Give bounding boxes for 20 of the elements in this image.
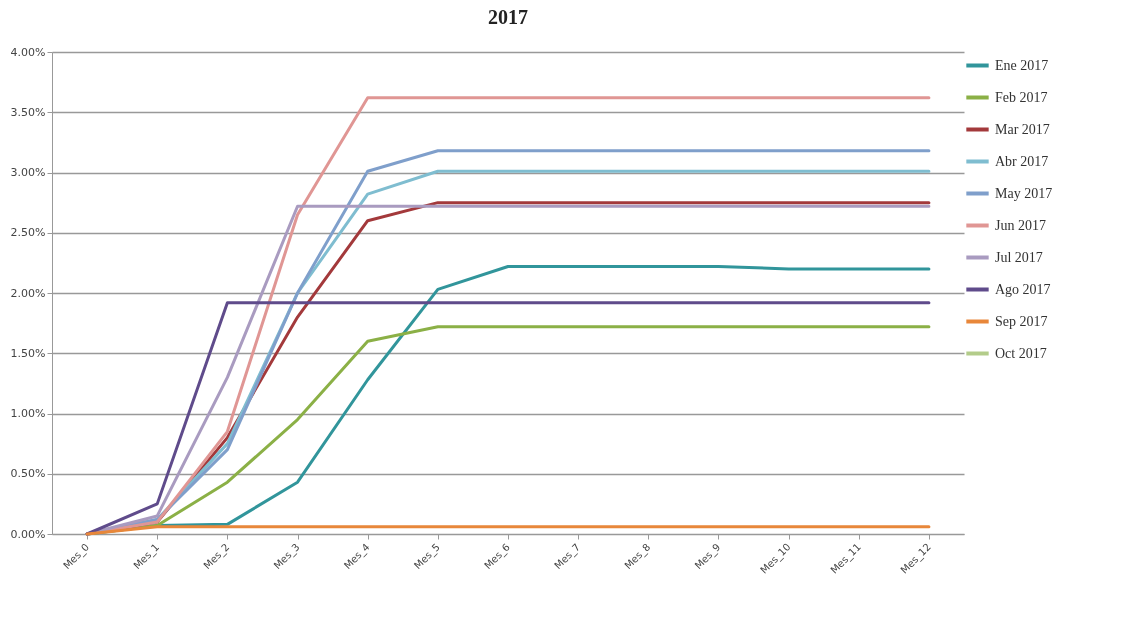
y-tick-label: 0.50%	[10, 467, 46, 481]
y-tick-label: 3.00%	[10, 166, 46, 179]
y-tick-label: 0.00%	[10, 527, 46, 541]
legend-label: Mar 2017	[995, 121, 1050, 137]
legend-label: Sep 2017	[995, 313, 1048, 329]
chart-title: 2017	[488, 6, 528, 28]
legend-label: Ago 2017	[995, 281, 1051, 297]
legend-label: Jul 2017	[995, 249, 1043, 265]
y-tick-label: 2.50%	[10, 226, 46, 240]
y-tick-label: 4.00%	[10, 45, 46, 59]
y-tick-label: 1.50%	[10, 346, 46, 360]
y-tick-label: 1.00%	[10, 407, 46, 420]
legend-label: May 2017	[995, 185, 1053, 201]
legend-label: Ene 2017	[995, 57, 1049, 73]
y-tick-label: 3.50%	[10, 105, 46, 119]
y-tick-label: 2.00%	[10, 286, 46, 300]
legend-label: Oct 2017	[995, 345, 1047, 361]
legend-label: Feb 2017	[995, 89, 1048, 105]
legend-label: Jun 2017	[995, 217, 1046, 233]
legend-label: Abr 2017	[995, 153, 1049, 169]
